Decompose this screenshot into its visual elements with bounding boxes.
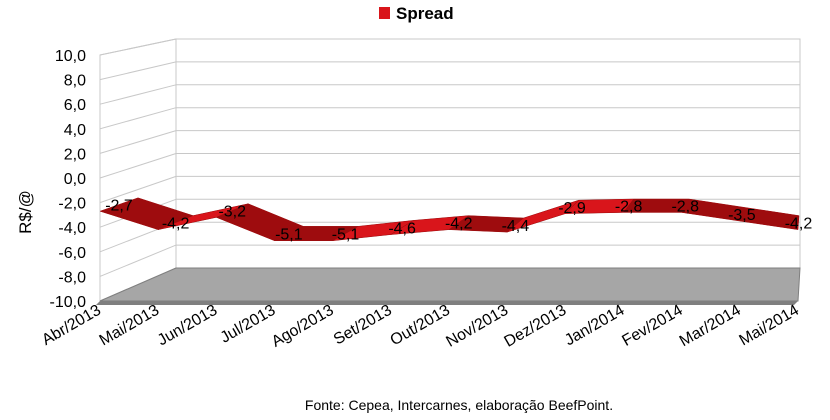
gridline-side <box>99 38 177 56</box>
data-label: -4,2 <box>445 216 473 233</box>
data-label: -3,5 <box>728 207 756 224</box>
x-tick-label: Nov/2013 <box>443 302 511 351</box>
x-tick-label: Out/2013 <box>387 302 453 350</box>
y-tick-label: -2,0 <box>58 196 86 213</box>
floor-plane <box>99 267 801 302</box>
floor-front-edge <box>96 301 798 305</box>
gridlines <box>99 38 800 302</box>
gridline-side <box>99 130 177 154</box>
x-tick-label: Dez/2013 <box>502 302 570 351</box>
data-label: -5,1 <box>275 227 303 244</box>
x-tick-label: Jan/2014 <box>562 302 628 350</box>
data-labels: -2,7 -4,2 -3,2 -5,1 -5,1 -4,6 -4,2 -4,4 -2,9 -2,8… <box>105 198 812 244</box>
gridline-side <box>99 84 177 105</box>
series-spread <box>99 197 800 242</box>
y-tick-label: -8,0 <box>58 269 86 286</box>
x-axis: Abr/2013Mai/2013Jun/2013Jul/2013Ago/2013… <box>39 302 802 351</box>
y-tick-label: 0,0 <box>64 171 86 188</box>
y-tick-label: 6,0 <box>64 97 86 114</box>
data-label: -4,2 <box>162 216 190 233</box>
y-axis: -10,0 -8,0 -6,0 -4,0 -2,0 0,0 2,0 4,0 6,0 8,0 10,0 <box>50 48 87 311</box>
gridline-side <box>99 244 177 277</box>
legend-swatch-spread <box>379 7 390 19</box>
y-axis-title: R$/@ <box>16 190 35 234</box>
gridline-side <box>99 107 177 130</box>
legend-label-spread: Spread <box>396 4 454 23</box>
legend[interactable]: Spread <box>379 4 454 23</box>
data-label: -5,1 <box>332 227 360 244</box>
chart-walls <box>99 38 801 302</box>
x-tick-label: Jul/2013 <box>218 302 279 347</box>
y-tick-label: -10,0 <box>50 294 87 311</box>
gridline-side <box>99 61 177 81</box>
x-tick-label: Mai/2014 <box>736 302 802 350</box>
data-label: -4,6 <box>388 220 416 237</box>
x-tick-label: Jun/2013 <box>155 302 221 350</box>
source-note: Fonte: Cepea, Intercarnes, elaboração Be… <box>305 397 613 413</box>
chart-floor <box>96 267 801 305</box>
y-tick-label: -6,0 <box>58 245 86 262</box>
series-spread-segment <box>739 207 800 230</box>
x-tick-label: Set/2013 <box>331 302 395 349</box>
data-label: -2,9 <box>558 200 586 217</box>
data-label: -2,7 <box>105 198 133 215</box>
gridline-side <box>99 175 177 204</box>
data-label: -2,8 <box>615 199 643 216</box>
y-tick-label: -4,0 <box>58 220 86 237</box>
y-tick-label: 8,0 <box>64 73 86 90</box>
y-tick-label: 4,0 <box>64 122 86 139</box>
x-tick-label: Mai/2013 <box>97 302 163 350</box>
x-tick-label: Fev/2014 <box>619 302 685 350</box>
data-label: -4,2 <box>785 216 813 233</box>
y-tick-label: 10,0 <box>55 48 86 65</box>
data-label: -3,2 <box>218 204 246 221</box>
data-label: -2,8 <box>671 199 699 216</box>
gridline-side <box>99 153 177 179</box>
y-tick-label: 2,0 <box>64 146 86 163</box>
side-wall <box>99 38 177 302</box>
data-label: -4,4 <box>502 218 530 235</box>
x-tick-label: Mar/2014 <box>677 302 744 351</box>
x-tick-label: Ago/2013 <box>269 302 337 351</box>
